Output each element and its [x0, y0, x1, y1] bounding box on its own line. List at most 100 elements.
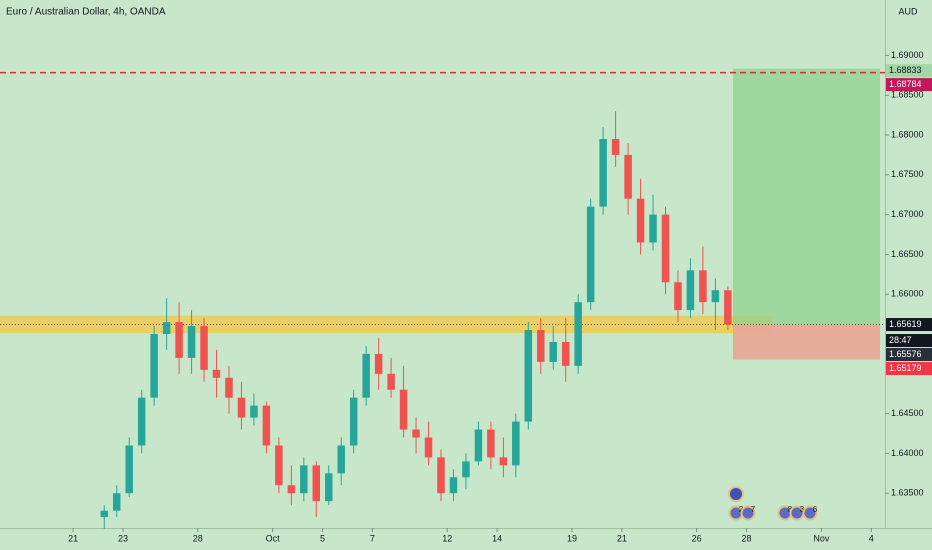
candle-body [462, 461, 470, 478]
candle-body [225, 377, 233, 398]
candle-body [487, 429, 495, 458]
event-icon [740, 505, 756, 521]
candle-body [649, 214, 657, 243]
candle-body [499, 457, 508, 466]
candle-body [300, 465, 308, 494]
candle-body [599, 138, 607, 207]
chart-title: Euro / Australian Dollar, 4h, OANDA [6, 7, 166, 18]
candle-body [561, 341, 570, 366]
candle-body [212, 369, 221, 378]
entry-price-tag: 1.65619 [889, 319, 922, 329]
stop-price-tag-bg [886, 362, 932, 376]
x-tick-label: 12 [442, 533, 452, 543]
profit-area [733, 68, 880, 325]
last-price-tag: 1.65576 [889, 349, 922, 359]
countdown-tag-bg [886, 334, 932, 348]
candle-body [362, 353, 370, 398]
event-flag [728, 486, 744, 502]
x-tick-label: 23 [118, 533, 128, 543]
y-tick-label: 1.67000 [891, 209, 924, 219]
event-count: 6 [813, 505, 818, 514]
countdown-tag: 28:47 [889, 335, 912, 345]
y-tick-label: 1.66000 [891, 289, 924, 299]
stop-price-tag: 1.65179 [889, 363, 922, 373]
candle-body [137, 397, 146, 446]
candle-body [674, 282, 682, 311]
candle-body [549, 341, 557, 362]
candle-body [237, 397, 246, 418]
x-tick-label: Oct [266, 533, 281, 543]
x-tick-label: 14 [492, 533, 502, 543]
candle-body [724, 290, 732, 325]
x-tick-label: 5 [320, 533, 325, 543]
candle-body [711, 290, 720, 303]
event-count: 3 [800, 505, 805, 514]
candle-body [175, 322, 183, 358]
x-tick-label: 21 [617, 533, 627, 543]
x-tick-label: 4 [869, 533, 874, 543]
y-tick-label: 1.63500 [891, 488, 924, 498]
event-count: 2 [739, 505, 744, 514]
y-tick-label: 1.66500 [891, 249, 924, 259]
candle-body [162, 322, 171, 335]
candle-body [250, 405, 258, 418]
y-tick-label: 1.64500 [891, 408, 924, 418]
candle-body [287, 485, 296, 494]
y-tick-label: 1.67500 [891, 169, 924, 179]
x-tick-label: 21 [68, 533, 78, 543]
candle-body [412, 429, 420, 438]
event-count: 7 [751, 505, 756, 514]
candle-body [524, 330, 533, 422]
candle-body [624, 154, 632, 199]
candle-body [586, 206, 595, 303]
alert-price-tag: 1.68784 [889, 79, 922, 89]
candle-body [661, 214, 670, 283]
entry-price-tag-bg [886, 318, 932, 332]
last-price-tag-bg [886, 348, 932, 362]
candle-body [100, 510, 109, 518]
candle-body [262, 405, 271, 446]
candle-body [537, 330, 545, 362]
candle-body [200, 326, 208, 370]
target-price-tag: 1.68833 [889, 65, 922, 75]
candle-body [399, 389, 408, 430]
candle-body [636, 198, 645, 243]
candle-body [512, 421, 520, 466]
candle-body [424, 437, 433, 458]
currency-label: AUD [898, 6, 918, 16]
loss-area [733, 324, 880, 360]
event-count: 8 [788, 505, 793, 514]
x-tick-label: 7 [370, 533, 375, 543]
x-tick-label: 28 [193, 533, 203, 543]
candle-body [374, 353, 383, 374]
candle-body [275, 445, 283, 486]
candle-body [112, 493, 121, 511]
candle-body [437, 457, 445, 494]
y-tick-label: 1.64000 [891, 448, 924, 458]
y-tick-label: 1.68000 [891, 129, 924, 139]
candle-body [611, 138, 620, 155]
x-tick-label: Nov [813, 533, 830, 543]
candle-body [187, 326, 196, 358]
candle-body [449, 477, 458, 494]
candle-body [150, 334, 158, 398]
candle-body [686, 270, 695, 311]
candle-body [474, 429, 483, 462]
support-zone [0, 315, 772, 334]
target-price-tag-bg [886, 64, 932, 78]
candle-body [349, 397, 358, 446]
x-tick-label: 19 [567, 533, 577, 543]
y-tick-label: 1.68500 [891, 90, 924, 100]
candle-body [387, 373, 395, 390]
candle-body [337, 445, 345, 474]
candle-body [312, 465, 321, 502]
candle-body [325, 473, 333, 502]
candle-body [125, 445, 133, 494]
candle-body [699, 270, 707, 303]
x-tick-label: 26 [692, 533, 702, 543]
alert-price-tag-bg [886, 78, 932, 92]
y-tick-label: 1.69000 [891, 50, 924, 60]
x-tick-label: 28 [742, 533, 752, 543]
